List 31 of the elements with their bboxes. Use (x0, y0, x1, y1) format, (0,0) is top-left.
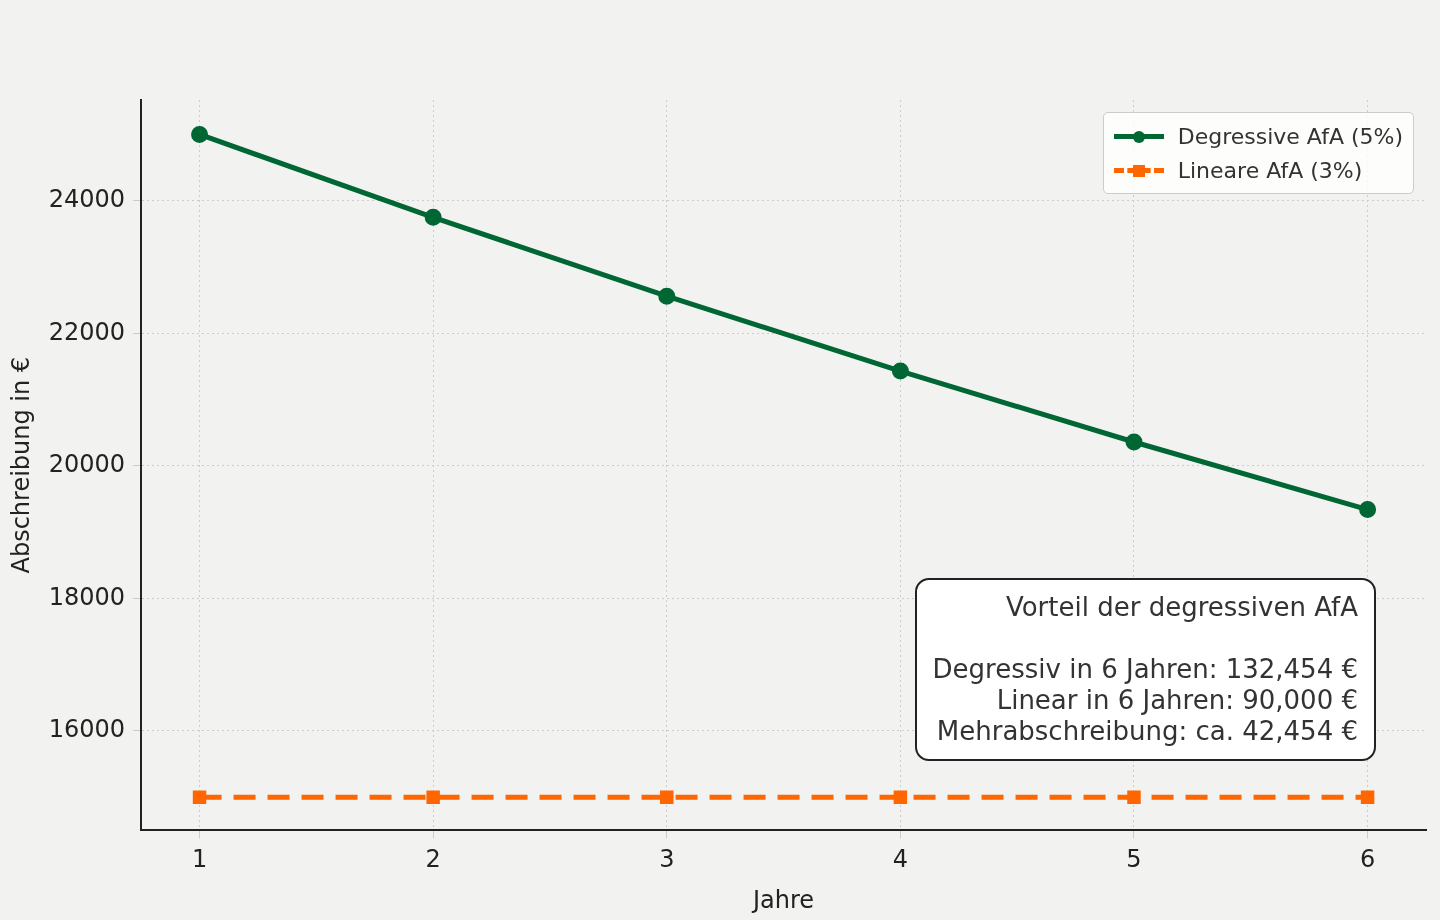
y-tick-label: 16000 (48, 715, 126, 744)
y-tick-label: 18000 (48, 582, 126, 611)
point (1125, 433, 1143, 451)
annotation: Mehrabschreibung: ca. 42,454 € (935, 716, 1358, 747)
x-tick-label: 6 (1359, 845, 1376, 874)
x-tick-label: 4 (892, 845, 909, 874)
point (424, 208, 442, 226)
y-tick-label: 24000 (48, 184, 126, 213)
x-tick-label: 5 (1126, 845, 1142, 874)
y-tick-label: 20000 (48, 450, 126, 479)
x-tick-label: 1 (191, 845, 208, 874)
annotation: Degressiv in 6 Jahren: 132,454 € (932, 654, 1358, 685)
x-axis-title: Jahre (751, 885, 815, 914)
annotation: Linear in 6 Jahren: 90,000 € (995, 685, 1358, 716)
point (1359, 501, 1377, 519)
point (426, 790, 440, 804)
point (1127, 790, 1141, 804)
point (893, 790, 908, 804)
point (192, 790, 207, 804)
point (891, 362, 909, 380)
point (658, 287, 676, 305)
x-tick-label: 3 (659, 845, 675, 874)
point (191, 125, 209, 143)
annotation: Vorteil der degressiven AfA (1004, 592, 1358, 623)
y-tick-label: 22000 (48, 317, 126, 346)
legend-label: Degressive AfA (5%) (1177, 123, 1403, 149)
y-axis-title: Abschreibung in € (6, 356, 35, 574)
point (660, 790, 674, 804)
x-tick-label: 2 (425, 845, 441, 874)
point (1360, 790, 1375, 804)
legend-label: Lineare AfA (3%) (1177, 157, 1363, 183)
